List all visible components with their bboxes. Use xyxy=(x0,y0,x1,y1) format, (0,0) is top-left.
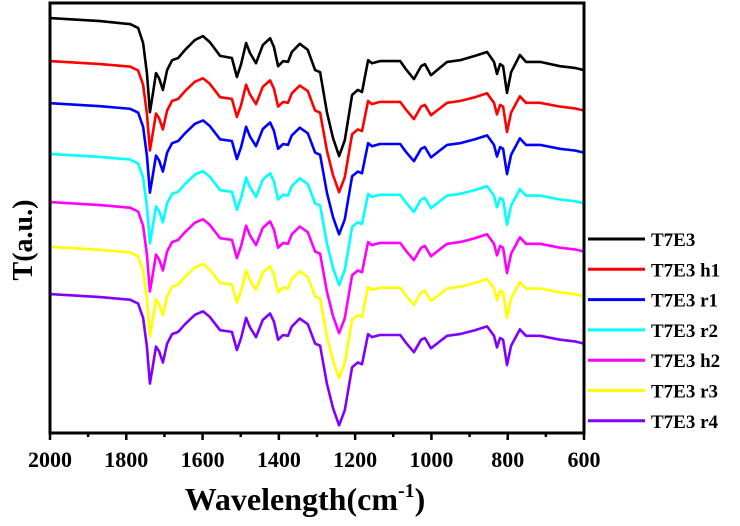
legend: T7E3 T7E3 h1 T7E3 r1 T7E3 r2 T7E3 h2 T7E3 r3 T… xyxy=(588,230,720,433)
series-line-6 xyxy=(49,292,585,427)
x-axis-title-main: Wavelength(cm xyxy=(185,481,399,517)
x-tick-label-4: 1200 xyxy=(333,447,377,472)
x-axis-tick-labels: 2000 1800 1600 1400 1200 1000 800 600 xyxy=(28,447,601,472)
series-line-2 xyxy=(49,101,585,236)
series-line-4 xyxy=(49,200,585,335)
series-line-1 xyxy=(49,59,585,194)
x-tick-label-1: 1800 xyxy=(104,447,148,472)
legend-label-3: T7E3 r2 xyxy=(651,321,718,342)
x-tick-label-2: 1600 xyxy=(181,447,225,472)
series-line-3 xyxy=(49,152,585,287)
series-line-0 xyxy=(49,16,585,158)
x-tick-label-6: 800 xyxy=(491,447,524,472)
series-layer xyxy=(49,16,585,427)
x-tick-label-7: 600 xyxy=(568,447,601,472)
x-axis-ticks xyxy=(48,433,586,440)
x-tick-label-0: 2000 xyxy=(28,447,72,472)
x-tick-label-5: 1000 xyxy=(409,447,453,472)
legend-label-5: T7E3 r3 xyxy=(651,382,718,403)
x-axis-title-superscript: -1 xyxy=(398,480,415,502)
legend-label-4: T7E3 h2 xyxy=(651,351,720,372)
x-axis-title: Wavelength(cm-1) xyxy=(185,480,426,517)
series-line-5 xyxy=(49,245,585,380)
legend-label-2: T7E3 r1 xyxy=(651,291,718,312)
x-tick-label-3: 1400 xyxy=(257,447,301,472)
legend-label-1: T7E3 h1 xyxy=(651,260,720,281)
y-axis-title: T(a.u.) xyxy=(8,200,39,281)
legend-label-0: T7E3 xyxy=(651,230,695,251)
x-axis-title-suffix: ) xyxy=(415,481,426,517)
legend-label-6: T7E3 r4 xyxy=(651,412,719,433)
